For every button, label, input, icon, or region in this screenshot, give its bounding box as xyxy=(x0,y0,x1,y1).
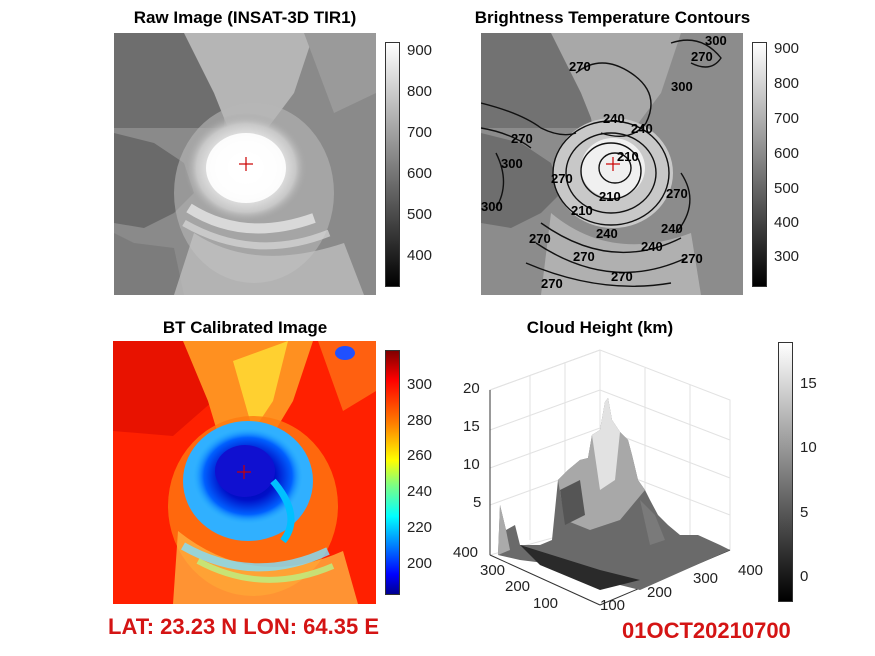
bt-colorbar-tick: 280 xyxy=(407,412,433,429)
contour-label: 300 xyxy=(671,79,693,94)
bt-colorbar-tick: 300 xyxy=(407,376,433,393)
center-marker xyxy=(606,157,620,171)
raw-colorbar-tick: 900 xyxy=(407,42,433,59)
contour-label: 210 xyxy=(599,189,621,204)
x-axis-tick: 100 xyxy=(600,597,626,614)
bt-colorbar-tick: 220 xyxy=(407,519,433,536)
contour-label: 270 xyxy=(529,231,551,246)
z-axis-tick: 15 xyxy=(463,418,480,435)
contour-label: 240 xyxy=(596,226,618,241)
timestamp: 01OCT20210700 xyxy=(622,618,791,643)
contour-colorbar xyxy=(752,42,767,287)
contour-colorbar-tick: 600 xyxy=(774,145,800,162)
y-axis-tick: 100 xyxy=(533,595,559,612)
height-colorbar-tick: 15 xyxy=(800,375,817,392)
contour-label: 210 xyxy=(571,203,593,218)
z-axis-tick: 20 xyxy=(463,380,480,397)
bt-calibrated-image xyxy=(113,341,376,604)
bt-colorbar-tick: 240 xyxy=(407,483,433,500)
cloud-height-surface: 20 15 10 5 400 300 200 100 100 200 300 4… xyxy=(440,340,780,615)
contour-label: 270 xyxy=(611,269,633,284)
contour-colorbar-tick: 700 xyxy=(774,110,800,127)
contour-colorbar-tick: 300 xyxy=(774,248,800,265)
contour-label: 270 xyxy=(691,49,713,64)
center-marker xyxy=(237,465,251,479)
z-axis-tick: 10 xyxy=(463,456,480,473)
raw-image xyxy=(114,33,376,295)
contour-label: 240 xyxy=(603,111,625,126)
height-colorbar xyxy=(778,342,793,602)
contour-colorbar-tick: 500 xyxy=(774,180,800,197)
contour-label: 240 xyxy=(661,221,683,236)
contour-label: 300 xyxy=(501,156,523,171)
x-axis-tick: 300 xyxy=(693,570,719,587)
x-axis-tick: 200 xyxy=(647,584,673,601)
contour-label: 300 xyxy=(481,199,503,214)
contour-colorbar-tick: 800 xyxy=(774,75,800,92)
contour-colorbar-tick: 400 xyxy=(774,214,800,231)
y-axis-tick: 300 xyxy=(480,562,506,579)
contour-label: 270 xyxy=(573,249,595,264)
y-axis-tick: 400 xyxy=(453,544,479,561)
bt-colorbar xyxy=(385,350,400,595)
z-axis-tick: 5 xyxy=(473,494,482,511)
height-colorbar-tick: 5 xyxy=(800,504,809,521)
raw-colorbar-tick: 500 xyxy=(407,206,433,223)
contour-label: 270 xyxy=(541,276,563,291)
raw-colorbar-tick: 700 xyxy=(407,124,433,141)
height-colorbar-tick: 10 xyxy=(800,439,817,456)
contour-label: 270 xyxy=(666,186,688,201)
bt-title: BT Calibrated Image xyxy=(162,318,328,337)
raw-colorbar-tick: 400 xyxy=(407,247,433,264)
contour-label: 270 xyxy=(681,251,703,266)
contours-title: Brightness Temperature Contours xyxy=(474,8,751,27)
contour-label: 210 xyxy=(617,149,639,164)
contour-labels: 270 270 300 300 240 210 270 240 270 210 … xyxy=(481,33,727,291)
x-axis-tick: 400 xyxy=(738,562,764,579)
raw-colorbar-tick: 600 xyxy=(407,165,433,182)
raw-colorbar xyxy=(385,42,400,287)
raw-image-title: Raw Image (INSAT-3D TIR1) xyxy=(133,8,357,27)
height-colorbar-tick: 0 xyxy=(800,568,809,585)
cloud-height-title: Cloud Height (km) xyxy=(526,318,674,337)
contour-image: 270 270 300 300 240 210 270 240 270 210 … xyxy=(481,33,743,295)
raw-colorbar-tick: 800 xyxy=(407,83,433,100)
contour-label: 240 xyxy=(631,121,653,136)
contour-label: 270 xyxy=(569,59,591,74)
contour-label: 300 xyxy=(705,33,727,48)
y-axis-tick: 200 xyxy=(505,578,531,595)
center-marker xyxy=(239,157,253,171)
position-readout: LAT: 23.23 N LON: 64.35 E xyxy=(108,614,380,639)
bt-colorbar-tick: 200 xyxy=(407,555,433,572)
contour-label: 270 xyxy=(551,171,573,186)
bt-colorbar-tick: 260 xyxy=(407,447,433,464)
contour-label: 240 xyxy=(641,239,663,254)
contour-label: 270 xyxy=(511,131,533,146)
contour-colorbar-tick: 900 xyxy=(774,40,800,57)
